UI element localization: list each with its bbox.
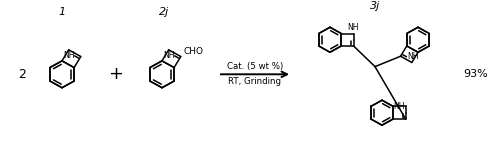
Text: +: + bbox=[108, 65, 124, 83]
Text: Cat. (5 wt %): Cat. (5 wt %) bbox=[227, 62, 283, 71]
Text: NH: NH bbox=[63, 51, 74, 60]
Text: NH: NH bbox=[163, 51, 174, 60]
Text: 1: 1 bbox=[58, 7, 66, 17]
Text: 93%: 93% bbox=[464, 69, 488, 79]
Text: NH: NH bbox=[393, 102, 404, 111]
Text: 2j: 2j bbox=[159, 7, 169, 17]
Text: NH: NH bbox=[407, 52, 418, 61]
Text: NH: NH bbox=[347, 23, 358, 32]
Text: 3j: 3j bbox=[370, 1, 380, 11]
Text: CHO: CHO bbox=[184, 47, 204, 56]
Text: RT, Grinding: RT, Grinding bbox=[228, 77, 281, 86]
Text: 2: 2 bbox=[18, 68, 26, 81]
